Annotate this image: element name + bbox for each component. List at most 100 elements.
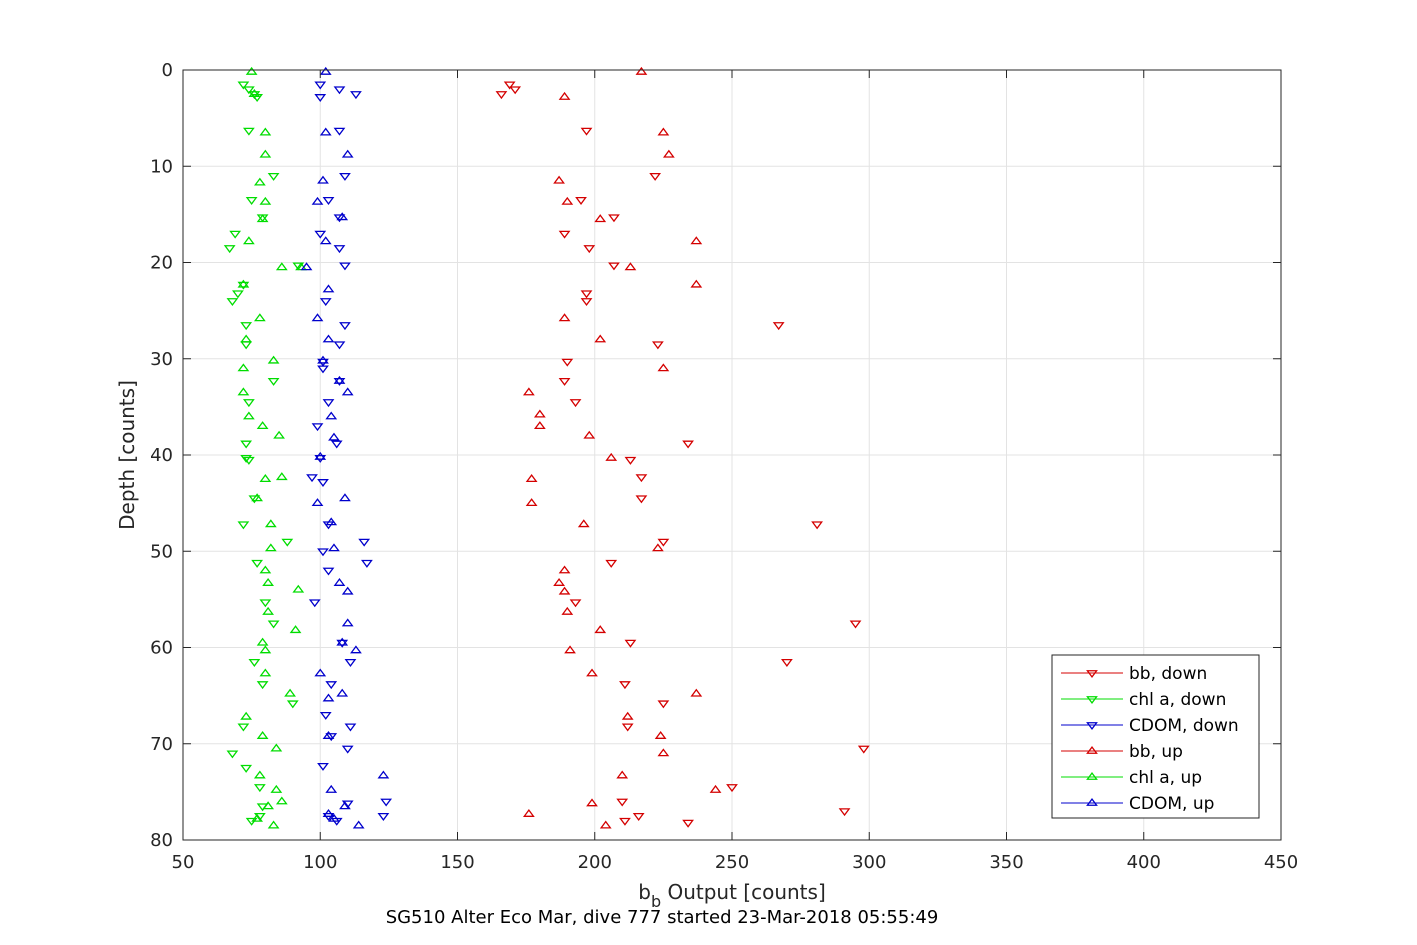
data-point <box>857 745 870 754</box>
data-point <box>267 355 280 364</box>
data-point <box>333 245 346 254</box>
data-point <box>608 262 620 271</box>
data-point <box>317 762 329 771</box>
data-point <box>553 175 565 184</box>
data-point <box>317 365 329 374</box>
data-point <box>270 784 283 793</box>
data-point <box>289 625 302 634</box>
data-point <box>344 723 357 732</box>
data-point <box>264 519 277 528</box>
data-point <box>586 668 598 677</box>
data-point <box>226 750 239 759</box>
series-0 <box>495 81 870 828</box>
x-tick-label: 450 <box>1264 852 1298 873</box>
data-point <box>561 358 574 367</box>
data-point <box>256 214 269 223</box>
data-point <box>339 493 351 502</box>
data-point <box>229 230 242 239</box>
data-point <box>259 565 272 574</box>
data-point <box>262 606 274 615</box>
data-point <box>522 808 535 817</box>
data-point <box>344 659 357 667</box>
data-point <box>558 586 571 595</box>
legend-marker <box>1086 722 1098 731</box>
data-point <box>361 559 373 568</box>
data-point <box>314 668 327 677</box>
data-point <box>657 538 670 547</box>
data-point <box>635 474 648 483</box>
data-point <box>586 798 598 807</box>
data-point <box>580 127 593 136</box>
data-point <box>251 813 264 822</box>
data-point <box>336 212 349 221</box>
data-point <box>632 813 645 821</box>
data-point <box>240 334 253 343</box>
data-point <box>333 127 346 136</box>
data-point <box>333 577 346 586</box>
data-point <box>262 577 274 586</box>
data-point <box>594 625 607 634</box>
data-point <box>264 543 277 552</box>
data-point <box>314 451 327 460</box>
x-axis-label: bb Output [counts] <box>638 880 826 911</box>
series-3 <box>522 66 722 829</box>
data-point <box>259 149 272 158</box>
data-point <box>558 230 571 239</box>
data-point <box>237 387 250 396</box>
data-point <box>509 86 522 95</box>
data-point <box>253 813 266 821</box>
legend-marker <box>1086 670 1098 679</box>
y-tick-label: 30 <box>150 349 173 370</box>
data-point <box>306 474 318 483</box>
y-tick-label: 20 <box>150 253 173 274</box>
x-tick-label: 250 <box>715 852 749 873</box>
data-point <box>657 748 670 757</box>
data-point <box>281 538 294 547</box>
legend-entry: chl a, down <box>1061 690 1226 710</box>
data-point <box>350 645 362 654</box>
data-point <box>594 214 607 223</box>
data-point <box>558 565 571 574</box>
data-point <box>242 86 255 95</box>
data-point <box>237 279 250 288</box>
data-point <box>259 474 272 482</box>
data-point <box>242 127 255 136</box>
data-point <box>657 127 670 136</box>
data-point <box>259 645 272 654</box>
data-point <box>253 313 266 322</box>
data-point <box>245 66 258 75</box>
y-tick-label: 70 <box>150 734 173 755</box>
data-point <box>621 711 634 720</box>
legend-entry: CDOM, down <box>1061 716 1239 736</box>
data-point <box>525 474 538 482</box>
data-point <box>270 743 283 752</box>
data-point <box>533 421 546 430</box>
data-point <box>358 538 371 547</box>
data-point <box>240 454 253 463</box>
legend-label: bb, up <box>1129 742 1183 762</box>
data-point <box>339 322 351 331</box>
data-point <box>322 693 335 702</box>
data-point <box>608 214 620 223</box>
legend-label: chl a, up <box>1129 768 1202 788</box>
data-point <box>325 681 338 690</box>
data-point <box>682 440 694 449</box>
data-point <box>619 681 631 690</box>
legend-entry: bb, up <box>1061 742 1183 762</box>
data-point <box>256 731 269 739</box>
data-point <box>259 127 272 136</box>
data-point <box>330 440 343 449</box>
legend-label: chl a, down <box>1129 690 1226 710</box>
data-point <box>322 284 335 293</box>
data-point <box>226 298 239 307</box>
data-point <box>237 81 250 90</box>
data-point <box>616 770 629 779</box>
data-point <box>654 731 667 739</box>
data-point <box>333 375 346 384</box>
x-axis-label-subscript: b <box>651 892 661 911</box>
legend-marker <box>1086 696 1098 705</box>
data-point <box>621 723 634 732</box>
data-point <box>311 313 324 322</box>
data-point <box>240 322 253 331</box>
data-point <box>635 66 648 75</box>
